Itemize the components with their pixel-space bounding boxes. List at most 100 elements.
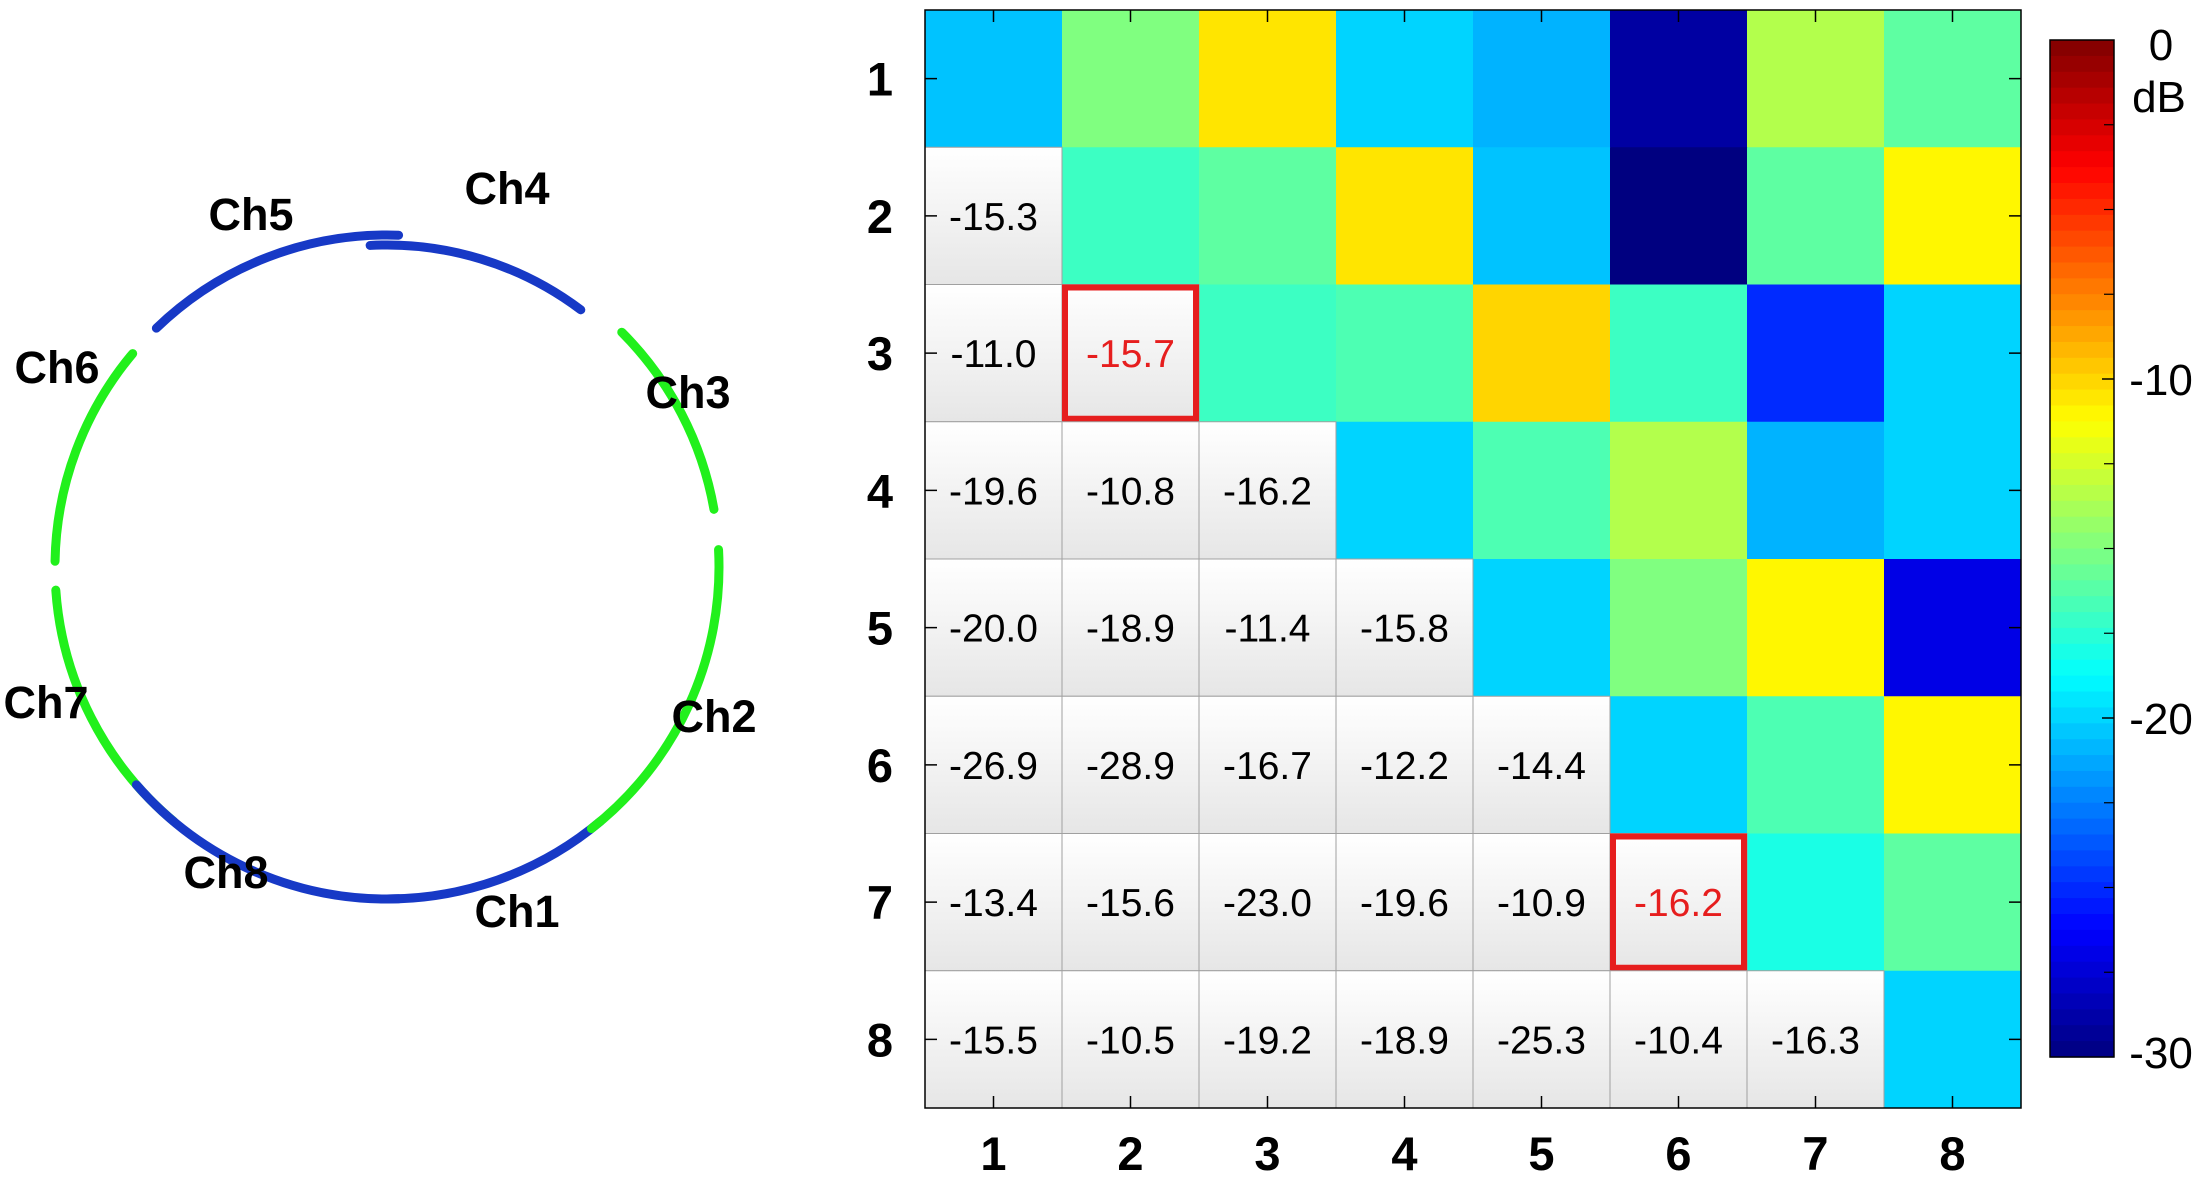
- colorbar-segment: [2050, 532, 2114, 550]
- value-cell-r8-c5: [1472, 970, 1611, 1109]
- value-cell-r5-c1: [924, 558, 1063, 697]
- colorbar-segment: [2050, 198, 2114, 216]
- colorbar-segment: [2050, 151, 2114, 168]
- colorbar-segment: [2050, 977, 2114, 995]
- heat-cell-r1-c7: [1747, 10, 1885, 148]
- value-cell-r8-c7: [1746, 970, 1885, 1109]
- channel-arc-ch2: [586, 545, 724, 834]
- channel-arc-ch1: [376, 816, 605, 904]
- colorbar-segment: [2050, 580, 2114, 597]
- highlight-box-r7-c6: [1610, 833, 1747, 971]
- heat-cell-r6-c6: [1610, 696, 1748, 834]
- value-label-r7-c3: -23.0: [1223, 882, 1312, 925]
- channel-label-ch1: Ch1: [474, 886, 559, 937]
- colorbar-segment: [2050, 119, 2114, 136]
- colorbar-segment: [2050, 866, 2114, 883]
- colorbar-segment: [2050, 643, 2114, 661]
- heat-cell-r2-c8: [1884, 147, 2022, 285]
- value-label-r8-c1: -15.5: [949, 1019, 1038, 1062]
- x-tick-label-6: 6: [1665, 1127, 1691, 1180]
- heat-cell-r2-c6: [1610, 147, 1748, 285]
- channel-arc-ch3: [617, 327, 719, 514]
- colorbar-segment: [2050, 421, 2114, 438]
- value-label-r7-c1: -13.4: [949, 882, 1038, 925]
- value-label-r5-c2: -18.9: [1086, 608, 1175, 651]
- colorbar-segment: [2050, 659, 2114, 677]
- value-label-r4-c3: -16.2: [1223, 470, 1312, 513]
- colorbar-segment: [2050, 167, 2114, 184]
- heat-cell-r2-c4: [1336, 147, 1474, 285]
- colorbar-segment: [2050, 373, 2114, 391]
- colorbar-segment: [2050, 246, 2114, 264]
- y-tick-label-6: 6: [867, 739, 893, 792]
- coupler-ring-diagram: Ch1 Ch2 Ch3 Ch4 Ch5 Ch6 Ch7 Ch8: [3, 163, 756, 937]
- heat-cell-r2-c2: [1062, 147, 1200, 285]
- value-cell-r8-c2: [1061, 970, 1200, 1109]
- colorbar-segment: [2050, 627, 2114, 645]
- value-cell-r6-c1: [924, 695, 1063, 834]
- colorbar-segment: [2050, 882, 2114, 899]
- heat-cell-r5-c5: [1473, 559, 1611, 697]
- heat-cell-r3-c3: [1199, 284, 1337, 423]
- value-label-r5-c1: -20.0: [949, 608, 1038, 651]
- value-cell-r5-c4: [1335, 558, 1474, 697]
- x-tick-label-2: 2: [1117, 1127, 1143, 1180]
- value-label-r6-c1: -26.9: [949, 745, 1038, 788]
- heat-cell-r1-c6: [1610, 10, 1748, 148]
- colorbar-segment: [2050, 310, 2114, 327]
- value-cell-r7-c1: [924, 833, 1063, 972]
- value-cell-r2-c1: [924, 146, 1063, 285]
- channel-arc-ch4: [365, 240, 586, 315]
- heat-cell-r1-c2: [1062, 10, 1200, 148]
- colorbar-segment: [2050, 770, 2114, 788]
- x-tick-label-1: 1: [980, 1127, 1006, 1180]
- heat-cell-r1-c5: [1473, 10, 1611, 148]
- colorbar-segment: [2050, 183, 2114, 200]
- heat-cell-r1-c4: [1336, 10, 1474, 148]
- value-label-r7-c4: -19.6: [1360, 882, 1449, 925]
- colorbar-tick-label: -30: [2129, 1029, 2193, 1078]
- heat-cell-r4-c5: [1473, 421, 1611, 560]
- colorbar-segment: [2050, 945, 2114, 963]
- colorbar-segment: [2050, 898, 2114, 915]
- value-label-r5-c4: -15.8: [1360, 608, 1449, 651]
- value-label-r8-c5: -25.3: [1497, 1019, 1586, 1062]
- value-cell-r4-c2: [1061, 421, 1200, 560]
- colorbar-segment: [2050, 818, 2114, 836]
- colorbar-segment: [2050, 55, 2114, 73]
- colorbar-segment: [2050, 1025, 2114, 1042]
- value-cell-r6-c5: [1472, 695, 1611, 834]
- value-cell-r6-c2: [1061, 695, 1200, 834]
- value-label-r7-c6: -16.2: [1634, 882, 1723, 925]
- colorbar-segment: [2050, 405, 2114, 422]
- channel-arc-ch6: [50, 349, 138, 566]
- heat-cell-r7-c8: [1884, 833, 2022, 972]
- value-cell-r7-c3: [1198, 833, 1337, 972]
- y-tick-label-7: 7: [867, 876, 893, 929]
- value-cell-r4-c3: [1198, 421, 1337, 560]
- heat-cell-r6-c8: [1884, 696, 2022, 834]
- heat-cell-r4-c8: [1884, 421, 2022, 560]
- heat-cell-r3-c6: [1610, 284, 1748, 423]
- colorbar-segment: [2050, 612, 2114, 629]
- colorbar-segment: [2050, 596, 2114, 613]
- heat-cell-r7-c7: [1747, 833, 1885, 972]
- value-cell-r5-c3: [1198, 558, 1337, 697]
- channel-arc-ch5: [151, 230, 404, 333]
- colorbar-segment: [2050, 755, 2114, 772]
- heat-cell-r3-c5: [1473, 284, 1611, 423]
- value-label-r3-c2: -15.7: [1086, 333, 1175, 376]
- colorbar-segment: [2050, 135, 2114, 152]
- heat-cell-r3-c8: [1884, 284, 2022, 423]
- colorbar-segment: [2050, 802, 2114, 820]
- colorbar-segment: [2050, 961, 2114, 979]
- colorbar-segment: [2050, 1041, 2114, 1058]
- colorbar-segment: [2050, 564, 2114, 581]
- x-tick-label-4: 4: [1391, 1127, 1417, 1180]
- colorbar-segment: [2050, 214, 2114, 232]
- colorbar-segment: [2050, 516, 2114, 534]
- colorbar-segment: [2050, 103, 2114, 121]
- value-cell-r6-c4: [1335, 695, 1474, 834]
- colorbar-segment: [2050, 707, 2114, 724]
- value-label-r7-c2: -15.6: [1086, 882, 1175, 925]
